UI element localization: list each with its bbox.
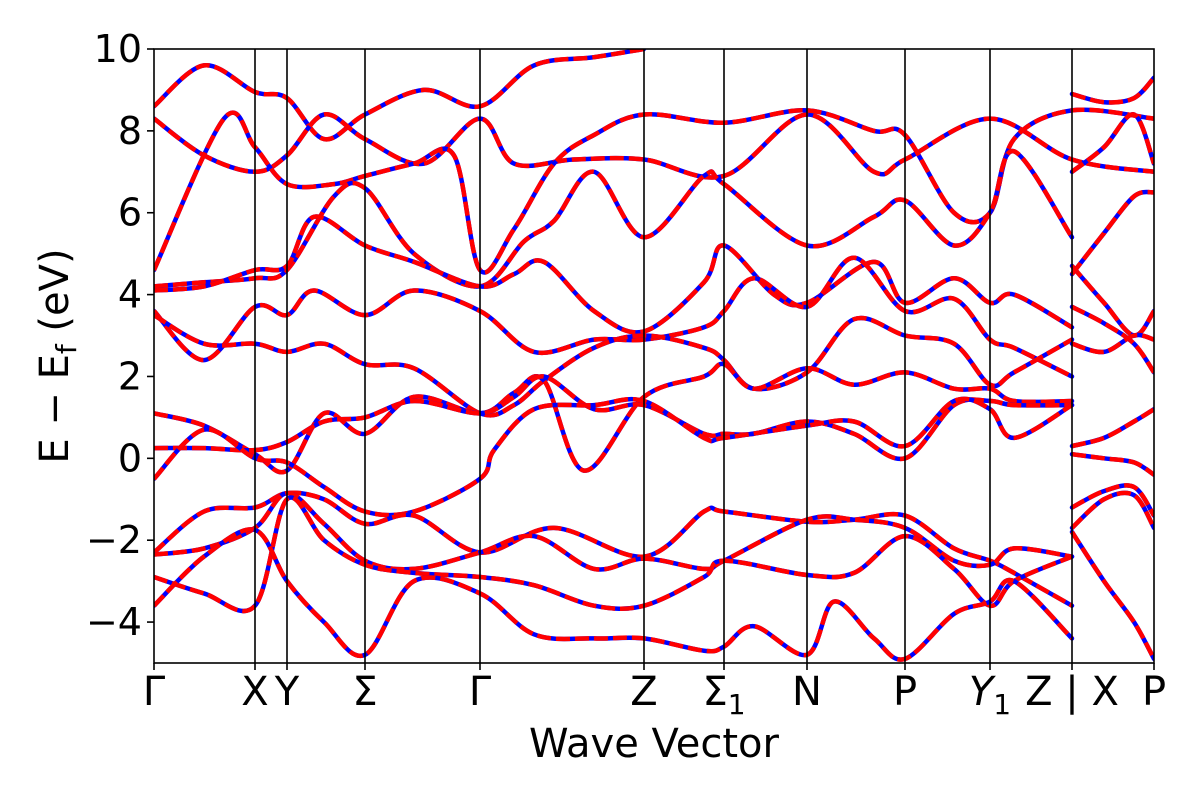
- x-tick-label-9: P: [893, 669, 917, 715]
- x-tick-label-6: Z: [630, 669, 657, 715]
- band-line-dashed-7: [154, 313, 1074, 418]
- y-tick-label-5: 4: [118, 273, 142, 317]
- x-tick-label-4: Σ: [352, 669, 377, 715]
- band-line-dashed-21: [1070, 483, 1154, 517]
- y-tick-label-2: −2: [86, 518, 142, 562]
- band-line-dashed-13: [154, 495, 1073, 614]
- x-tick-label-8: N: [792, 669, 822, 715]
- band-line-dashed-2: [154, 112, 1154, 180]
- x-axis-ticks: Γ X Y Σ Γ Z Σ1 N P Y1 Z | X P: [143, 663, 1166, 721]
- y-tick-label-1: −4: [86, 600, 142, 644]
- band-line-dashed-8: [154, 361, 1073, 475]
- band-line-dashed-16: [1070, 189, 1154, 276]
- y-axis-title-group: E − Ef (eV): [32, 248, 83, 463]
- band-line-dashed-14: [154, 527, 1074, 662]
- band-line-dashed-23: [1070, 530, 1154, 660]
- band-line-dashed-5: [154, 214, 1074, 335]
- y-tick-label-3: 0: [118, 436, 142, 480]
- band-line-solid-6: [154, 255, 1075, 379]
- band-line-solid-16: [1069, 189, 1154, 277]
- x-tick-label-7: Σ1: [702, 669, 745, 721]
- band-line-dashed-19: [1071, 407, 1154, 449]
- y-axis-title-unit: (eV): [32, 248, 78, 344]
- x-tick-label-12: P: [1142, 669, 1166, 715]
- band-line-dashed-20: [1071, 451, 1154, 477]
- x-tick-label-2: X: [241, 669, 268, 715]
- x-tick-label-5: Γ: [469, 669, 492, 715]
- band-line-dashed-10: [154, 396, 1074, 518]
- band-line-dashed-24: [1071, 76, 1154, 105]
- band-line-dashed-9: [154, 374, 1073, 462]
- x-tick-label-3: Y: [274, 669, 300, 715]
- y-tick-label-4: 2: [118, 354, 142, 398]
- x-axis-title: Wave Vector: [529, 721, 780, 767]
- band-line-dashed-1: [154, 49, 645, 142]
- band-lines: [154, 49, 1154, 662]
- y-axis-title: E − Ef (eV): [32, 248, 83, 463]
- high-symmetry-lines: [254, 49, 1073, 663]
- band-line-dashed-6: [154, 255, 1073, 379]
- y-axis-ticks: −4 −2 0 2 4 6 8 10: [86, 27, 154, 644]
- band-line-dashed-22: [1070, 490, 1154, 530]
- band-line-dashed-12: [154, 490, 1073, 572]
- y-tick-label-8: 10: [94, 27, 142, 71]
- x-tick-label-11: Z | X: [1025, 669, 1119, 715]
- plot-frame: [153, 48, 1155, 664]
- y-tick-label-7: 8: [118, 109, 142, 153]
- y-tick-label-6: 6: [118, 191, 142, 235]
- band-line-solid-17: [1069, 304, 1154, 375]
- y-axis-title-sub: f: [50, 343, 83, 354]
- band-line-dashed-4: [154, 149, 1074, 289]
- band-line-solid-15: [1069, 263, 1154, 338]
- band-line-dashed-15: [1070, 264, 1154, 338]
- band-line-dashed-25: [1070, 112, 1154, 174]
- band-line-solid-5: [154, 214, 1075, 335]
- band-line-solid-13: [154, 495, 1075, 614]
- x-tick-label-1: Γ: [143, 669, 166, 715]
- band-line-dashed-3: [154, 107, 1154, 275]
- y-axis-title-main: E − E: [32, 354, 78, 464]
- band-line-dashed-18: [1071, 332, 1154, 355]
- band-line-solid-1: [154, 49, 647, 142]
- x-tick-label-10: Y1: [969, 669, 1011, 721]
